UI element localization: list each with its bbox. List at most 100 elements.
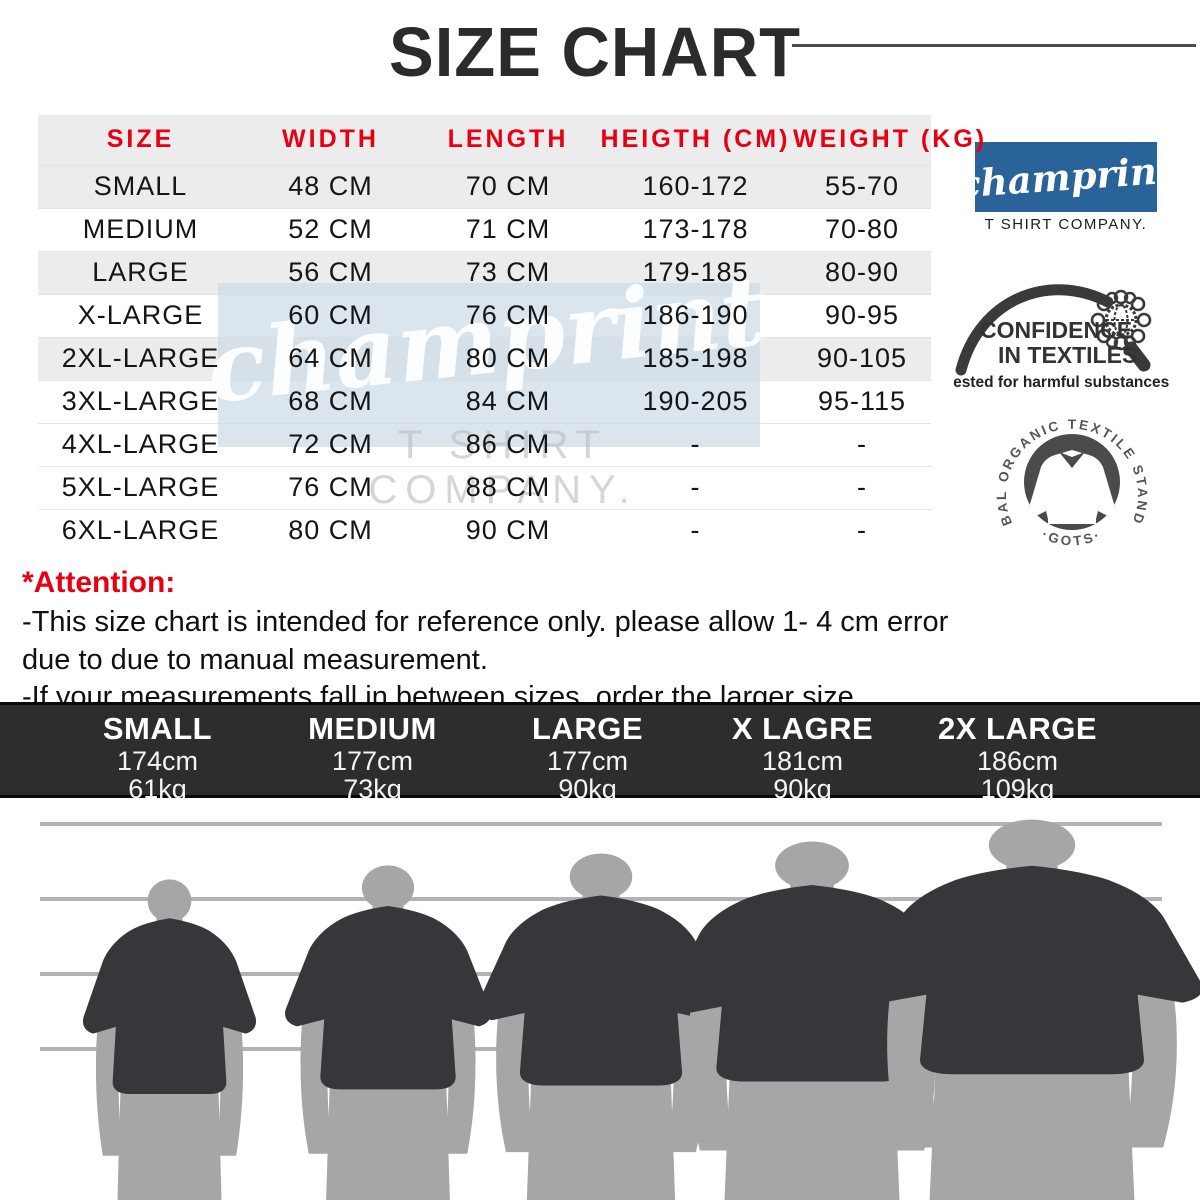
cell-size: LARGE <box>92 257 189 287</box>
cell-width: 52 CM <box>288 214 373 244</box>
cell-length: 84 CM <box>465 386 551 416</box>
cell-width: 80 CM <box>288 515 373 546</box>
table-row: 6XL-LARGE 80 CM 90 CM - - <box>38 509 931 552</box>
size-table-header-cell: WIDTH <box>282 125 379 154</box>
watermark-rect <box>218 283 760 447</box>
size-label: LARGE <box>532 711 643 746</box>
size-table-header-cell: LENGTH <box>447 125 569 154</box>
size-height: 177cm <box>546 746 629 776</box>
cell-weight: 55-70 <box>824 171 900 201</box>
size-weight: 73kg <box>343 774 402 805</box>
lineup-line <box>40 822 1162 826</box>
brand-logo: champrint <box>957 142 1175 212</box>
size-table-header-cell: SIZE <box>106 125 175 154</box>
table-row: 3XL-LARGE 68 CM 84 CM 190-205 95-115 <box>38 380 931 423</box>
cell-weight: - <box>857 472 867 502</box>
table-row: 4XL-LARGE 72 CM 86 CM - - <box>38 423 931 466</box>
size-table-wrap: champrint T SHIRT COMPANY. SIZE WIDTH LENG… <box>38 115 988 555</box>
size-height: 186cm <box>976 746 1059 776</box>
table-row: LARGE 56 CM 73 CM 179-185 80-90 <box>38 251 931 294</box>
size-table-header-cell: HEIGTH (CM) <box>600 125 791 154</box>
size-height: 174cm <box>116 746 199 776</box>
size-summary-column: LARGE 177cm 90kg <box>480 711 695 803</box>
gots-badge: GLOBAL ORGANIC TEXTILE STANDARD ·GOTS· <box>986 398 1148 549</box>
size-weight: 90kg <box>773 774 832 805</box>
page-title: SIZE CHART <box>389 13 801 92</box>
attention-heading: *Attention: <box>22 566 176 599</box>
size-table: SIZE WIDTH LENGTH HEIGTH (CM) WEIGHT (KG) SM… <box>38 115 988 552</box>
cell-length: 73 CM <box>465 257 551 287</box>
cell-width: 76 CM <box>288 472 373 502</box>
cell-weight: 95-115 <box>817 386 907 416</box>
badge-line2: IN TEXTILES <box>998 342 1137 368</box>
cell-size: 4XL-LARGE <box>61 429 220 459</box>
size-label: X LAGRE <box>731 711 874 746</box>
cell-length: 76 CM <box>465 300 551 330</box>
size-table-header-row: SIZE WIDTH LENGTH HEIGTH (CM) WEIGHT (KG) <box>38 115 988 165</box>
size-weight: 109kg <box>980 774 1055 805</box>
cell-height: - <box>690 472 701 502</box>
cell-height: - <box>690 515 701 546</box>
cell-weight: 80-90 <box>824 257 900 287</box>
cell-width: 60 CM <box>288 300 373 330</box>
cell-length: 71 CM <box>465 214 551 244</box>
title-rule <box>792 44 1196 47</box>
cell-size: 2XL-LARGE <box>61 343 220 373</box>
attention-section: *Attention: -This size chart is intended… <box>22 566 962 717</box>
cell-length: 88 CM <box>465 472 551 502</box>
silhouette-small <box>82 879 257 1200</box>
size-summary-column: X LAGRE 181cm 90kg <box>695 711 910 803</box>
brand-company-line: T SHIRT COMPANY. <box>984 216 1148 233</box>
cell-size: 6XL-LARGE <box>61 515 220 546</box>
cell-height: 160-172 <box>642 171 749 201</box>
size-weight: 61kg <box>128 774 187 805</box>
table-row: 5XL-LARGE 76 CM 88 CM - - <box>38 466 931 509</box>
size-table-body: SMALL 48 CM 70 CM 160-172 55-70 MEDIUM 5… <box>38 165 931 552</box>
cell-height: - <box>690 429 701 459</box>
table-row: 2XL-LARGE 64 CM 80 CM 185-198 90-105 <box>38 337 931 380</box>
cell-size: 3XL-LARGE <box>61 386 220 416</box>
size-label: SMALL <box>102 711 213 746</box>
cell-weight: - <box>857 515 867 546</box>
cell-weight: 90-105 <box>816 343 908 373</box>
table-row: SMALL 48 CM 70 CM 160-172 55-70 <box>38 165 931 208</box>
cell-height: 185-198 <box>642 343 749 373</box>
size-label: 2X LARGE <box>937 711 1098 746</box>
size-table-header-cell: WEIGHT (KG) <box>793 125 988 154</box>
cell-length: 86 CM <box>465 429 551 459</box>
cell-width: 56 CM <box>288 257 373 287</box>
cell-height: 179-185 <box>642 257 749 287</box>
cell-height: 186-190 <box>642 300 749 330</box>
cell-height: 173-178 <box>642 214 749 244</box>
cell-width: 68 CM <box>288 386 373 416</box>
cell-size: MEDIUM <box>82 214 199 244</box>
silhouette-2xlarge <box>861 819 1200 1200</box>
size-weight: 90kg <box>558 774 617 805</box>
size-summary-column: MEDIUM 177cm 73kg <box>265 711 480 803</box>
size-summary-column: SMALL 174cm 61kg <box>50 711 265 803</box>
table-row: X-LARGE 60 CM 76 CM 186-190 90-95 <box>38 294 931 337</box>
size-summary-bar: SMALL 174cm 61kg MEDIUM 177cm 73kg LARGE… <box>0 702 1200 803</box>
flower-globe-icon <box>1090 289 1152 351</box>
gots-bottom-text: ·GOTS· <box>1039 526 1104 548</box>
cell-width: 48 CM <box>288 171 373 201</box>
cell-weight: 70-80 <box>824 214 900 244</box>
cell-size: SMALL <box>93 171 188 201</box>
attention-line: -This size chart is intended for referen… <box>22 606 949 638</box>
cell-length: 90 CM <box>465 515 551 546</box>
cell-length: 80 CM <box>465 343 551 373</box>
badge-tagline: Tested for harmful substances <box>954 374 1169 391</box>
cell-height: 190-205 <box>642 386 749 416</box>
gots-shirt-collar <box>1059 452 1085 468</box>
cell-width: 72 CM <box>288 429 373 459</box>
cell-weight: 90-95 <box>824 300 900 330</box>
badge-line1: CONFIDENCE <box>980 317 1132 343</box>
confidence-in-textiles-badge: CONFIDENCE IN TEXTILES Tested for harmfu… <box>954 284 1169 391</box>
size-label: MEDIUM <box>308 711 437 746</box>
cell-length: 70 CM <box>465 171 551 201</box>
brand-logo-script: champrint <box>956 147 1176 207</box>
gots-shirt-icon <box>1029 450 1115 524</box>
cell-size: 5XL-LARGE <box>61 472 220 502</box>
size-height: 181cm <box>761 746 844 776</box>
